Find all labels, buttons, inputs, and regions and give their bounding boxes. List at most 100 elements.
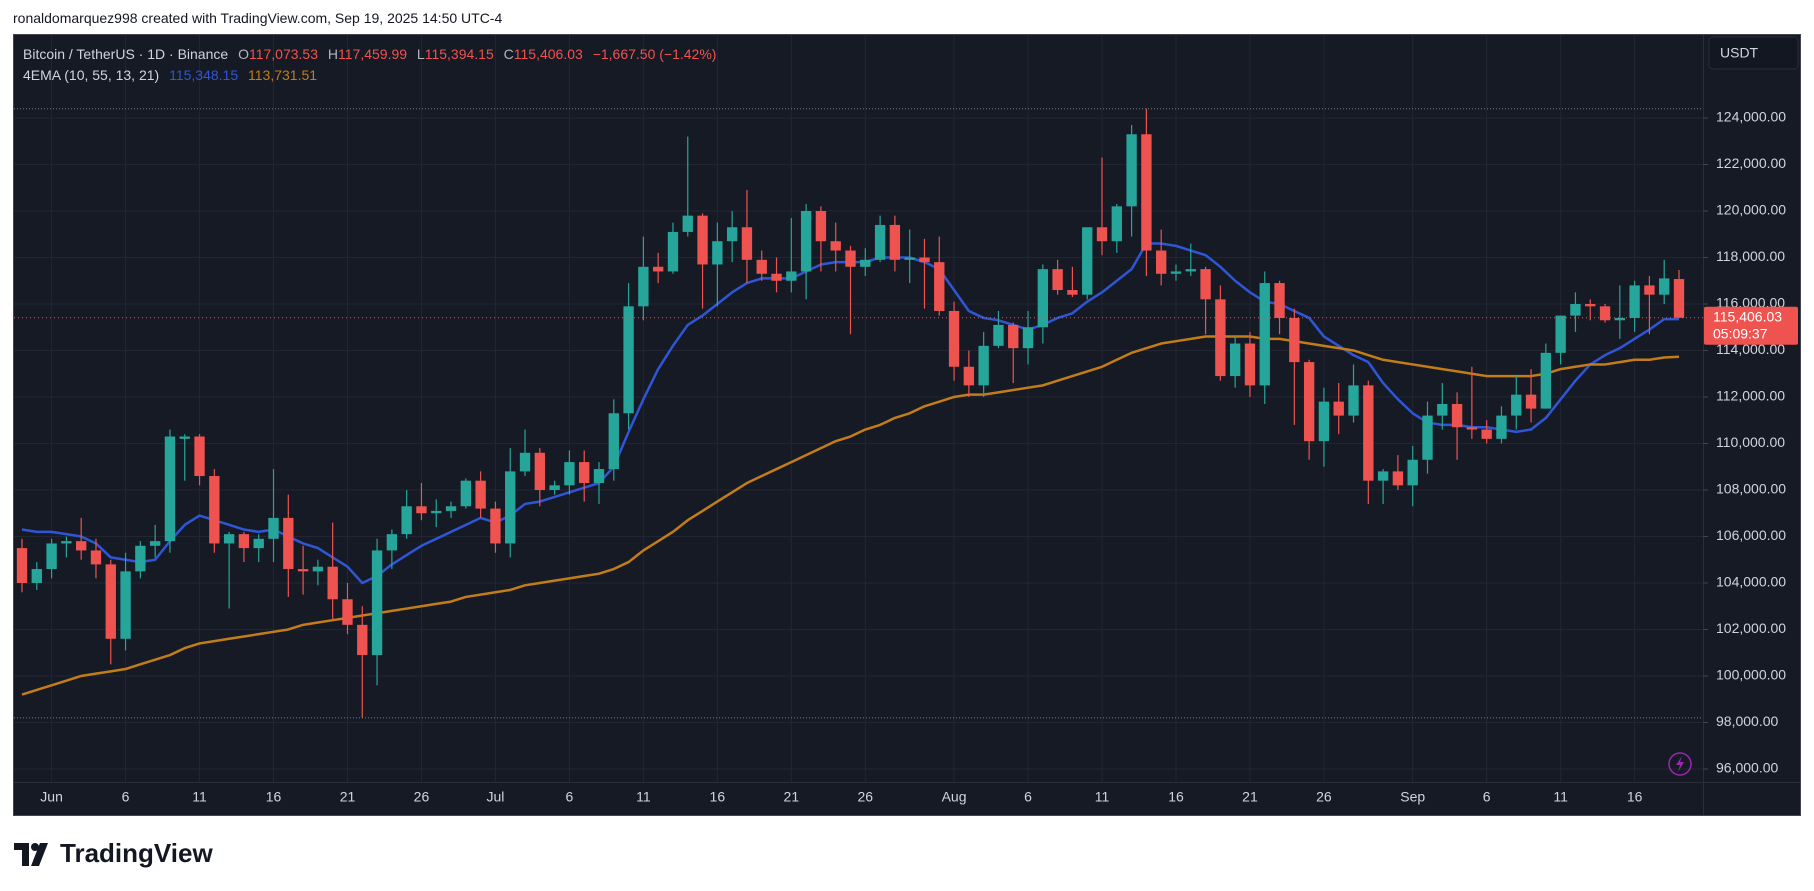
y-tick-label: 112,000.00 [1716,388,1785,404]
y-tick-label: 118,000.00 [1716,248,1785,264]
x-tick-label: 21 [1242,789,1258,805]
y-tick-label: 100,000.00 [1716,667,1786,683]
candle-body [105,564,116,639]
candle-body [1008,324,1019,349]
candle-body [1333,401,1344,416]
y-tick-label: 98,000.00 [1716,713,1778,729]
ohlc-key: H [327,46,338,62]
candle-body [1096,227,1108,242]
candle-body [490,508,501,544]
candle-body [342,599,353,625]
candle-body [179,436,190,439]
candle-body [1511,394,1522,416]
ohlc-key: L [416,46,425,62]
x-tick-label: Jul [486,789,504,805]
candle-body [1022,327,1034,349]
candle-body [223,534,235,544]
currency-button[interactable] [1708,36,1799,70]
currency-label[interactable]: USDT [1720,45,1759,61]
candle-body [1673,279,1685,318]
x-tick-label: 6 [566,789,574,805]
candle-body [283,517,294,570]
candle-body [401,506,412,535]
x-tick-label: 16 [710,789,726,805]
candle-body [1644,285,1655,295]
change: −1,667.50 (−1.42%) [592,46,717,62]
candle-body [460,480,472,507]
candle-body [830,241,841,251]
ohlc-key: C [503,46,514,62]
candle-body [667,231,679,272]
y-tick-label: 110,000.00 [1716,434,1785,450]
candle-body [357,624,368,656]
candle-body [1525,394,1537,409]
last-price-box [1704,306,1798,345]
candle-body [1200,269,1211,300]
candle-body [519,452,531,472]
x-tick-label: 16 [1168,789,1184,805]
candle-body [61,541,72,544]
candle-body [1392,471,1404,486]
candle-body [771,273,782,281]
candle-body [135,545,146,572]
candle-body [919,257,930,263]
logo: TradingView [14,838,213,868]
candle-body [149,541,161,546]
candle-body [1303,362,1315,442]
logo-slash [31,843,48,866]
x-tick-label: 11 [1095,789,1110,805]
candle-body [815,210,827,242]
candle-body [948,310,960,367]
candle-body [1259,283,1270,386]
candle-body [1437,403,1448,416]
x-tick-label: Jun [40,789,63,805]
x-tick-label: Aug [942,789,967,805]
candle-body [76,541,87,551]
legend: Bitcoin / TetherUS · 1D · Binance O117,0… [23,44,716,86]
indicator-value: 113,731.51 [248,67,318,83]
chart-panel [13,34,1801,816]
x-tick-label: 6 [1024,789,1032,805]
candle-body [1318,401,1330,442]
last-price-label: 115,406.03 [1713,309,1782,325]
candle-body [209,476,220,544]
candle-body [46,543,57,570]
candle-body [1289,317,1300,363]
ohlc-value: 115,406.03 [513,46,583,62]
candle-body [312,566,324,572]
lightning-icon[interactable] [1668,752,1692,776]
symbol: Bitcoin / TetherUS · 1D · Binance [23,46,229,62]
logo-text: TradingView [60,838,213,868]
candle-body [638,266,649,307]
candle-body [371,550,383,656]
candle-body [800,210,812,272]
x-tick-label: 26 [858,789,874,805]
x-tick-label: Sep [1400,789,1425,805]
candle-body [268,517,279,539]
y-tick-label: 102,000.00 [1716,620,1786,636]
candle-body [860,259,871,267]
candle-body [475,480,486,509]
candle-body [579,462,590,484]
candle-body [963,366,975,386]
y-tick-label: 114,000.00 [1716,341,1785,357]
candle-body [712,241,723,265]
y-tick-label: 108,000.00 [1716,481,1786,497]
x-tick-label: 11 [1553,789,1568,805]
candle-body [297,569,309,572]
candle-body [1037,269,1049,328]
x-tick-label: 6 [1483,789,1491,805]
candle-body [652,266,664,272]
candle-body [1185,269,1196,272]
candle-body [1599,306,1611,321]
y-tick-label: 104,000.00 [1716,574,1786,590]
candle-body [1274,283,1285,318]
candle-body [1585,303,1596,307]
candle-body [1111,206,1122,242]
lightning-circle[interactable] [1668,752,1692,776]
candle-body [741,227,753,260]
candle-body [1496,415,1507,439]
lightning-bolt[interactable] [1676,756,1684,772]
